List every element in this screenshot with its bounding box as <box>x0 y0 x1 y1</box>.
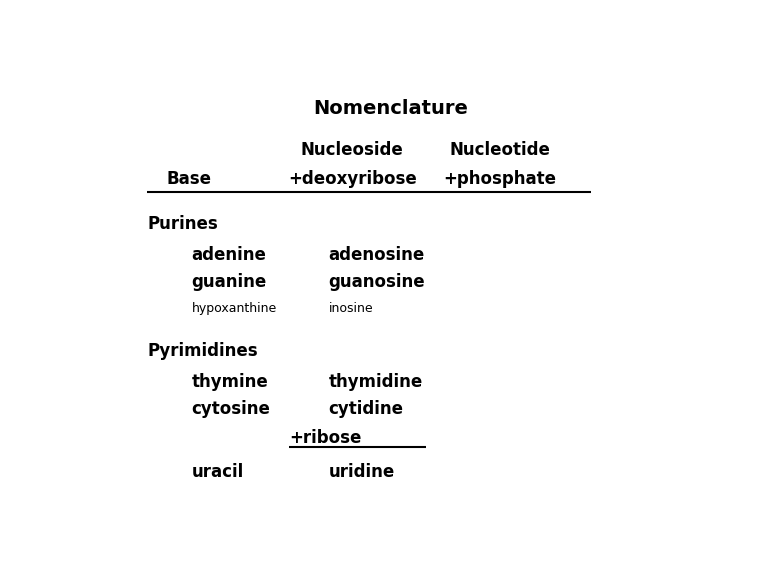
Text: cytidine: cytidine <box>328 400 404 418</box>
Text: Nomenclature: Nomenclature <box>313 99 468 118</box>
Text: guanosine: guanosine <box>328 273 425 291</box>
Text: Nucleotide: Nucleotide <box>450 141 550 159</box>
Text: Pyrimidines: Pyrimidines <box>147 342 258 360</box>
Text: +phosphate: +phosphate <box>443 170 556 188</box>
Text: +deoxyribose: +deoxyribose <box>288 170 417 188</box>
Text: Nucleoside: Nucleoside <box>301 141 404 159</box>
Text: uracil: uracil <box>191 463 244 481</box>
Text: adenine: adenine <box>191 246 267 264</box>
Text: inosine: inosine <box>328 302 373 315</box>
Text: adenosine: adenosine <box>328 246 424 264</box>
Text: hypoxanthine: hypoxanthine <box>191 302 277 315</box>
Text: Base: Base <box>166 170 211 188</box>
Text: thymidine: thymidine <box>328 373 423 392</box>
Text: guanine: guanine <box>191 273 267 291</box>
Text: cytosine: cytosine <box>191 400 271 418</box>
Text: Purines: Purines <box>147 215 218 233</box>
Text: thymine: thymine <box>191 373 268 392</box>
Text: uridine: uridine <box>328 463 395 481</box>
Text: +ribose: +ribose <box>289 429 361 447</box>
